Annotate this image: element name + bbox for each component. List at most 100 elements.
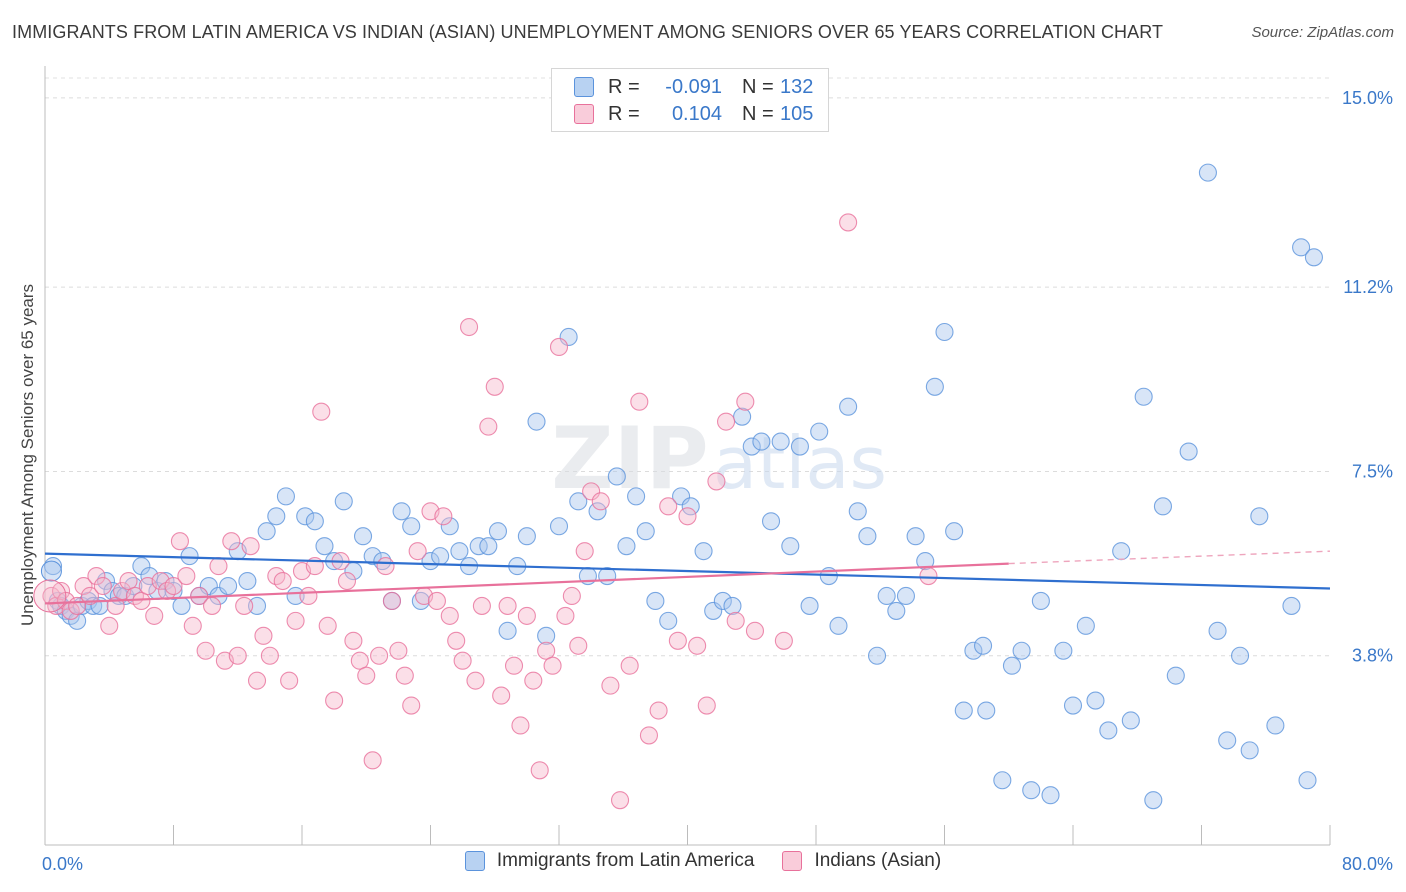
point-latin-america: [617, 537, 636, 556]
point-indians: [649, 701, 668, 720]
point-indians: [132, 591, 151, 611]
point-latin-america: [276, 487, 295, 506]
point-latin-america: [1121, 711, 1140, 730]
point-indians: [222, 532, 241, 551]
point-indians: [774, 631, 793, 650]
point-latin-america: [858, 527, 877, 546]
point-indians: [919, 567, 938, 586]
legend-swatch-blue: [464, 851, 485, 871]
point-latin-america: [694, 542, 713, 561]
point-indians: [591, 492, 610, 511]
point-latin-america: [839, 397, 858, 416]
point-latin-america: [945, 522, 964, 541]
point-latin-america: [867, 646, 887, 665]
trend-line-latin-america: [44, 552, 1331, 590]
point-indians: [688, 636, 707, 655]
point-latin-america: [488, 522, 508, 541]
point-indians: [344, 631, 363, 650]
point-latin-america: [993, 771, 1012, 790]
point-indians: [504, 656, 524, 675]
point-indians: [472, 596, 491, 615]
point-latin-america: [334, 492, 353, 511]
point-latin-america: [569, 492, 588, 511]
point-latin-america: [286, 586, 305, 606]
point-latin-america: [761, 512, 781, 531]
point-latin-america: [1292, 238, 1311, 257]
point-latin-america: [1240, 741, 1259, 760]
point-indians: [254, 626, 273, 645]
point-latin-america: [1063, 696, 1083, 715]
point-indians: [376, 557, 395, 576]
point-latin-america: [829, 616, 848, 635]
point-latin-america: [752, 432, 771, 451]
point-latin-america: [1134, 387, 1153, 406]
legend-n-value: 105: [780, 102, 814, 125]
point-latin-america: [672, 487, 691, 506]
point-indians: [196, 641, 215, 660]
point-indians: [318, 616, 337, 635]
point-latin-america: [1112, 542, 1131, 561]
point-latin-america: [723, 596, 742, 615]
point-latin-america: [296, 507, 315, 526]
y-tick-label: 3.8%: [1352, 646, 1393, 666]
point-indians: [241, 537, 260, 556]
legend-row-latin-america: R = -0.091 N = 132: [574, 74, 813, 100]
point-indians: [80, 586, 100, 606]
point-latin-america: [559, 327, 578, 347]
point-indians: [601, 676, 620, 695]
point-latin-america: [636, 522, 655, 541]
point-latin-america: [771, 432, 790, 451]
point-indians: [479, 417, 498, 436]
legend-row-indians: R = 0.104 N = 105: [574, 101, 813, 127]
point-latin-america: [906, 527, 925, 546]
point-indians: [119, 571, 138, 591]
point-latin-america: [267, 507, 286, 526]
point-indians: [363, 751, 382, 770]
point-latin-america: [373, 552, 392, 571]
legend-item-indians: Indians (Asian): [782, 850, 941, 872]
point-indians: [312, 402, 331, 421]
point-latin-america: [781, 537, 800, 556]
point-indians: [530, 761, 549, 780]
point-latin-america: [411, 591, 430, 611]
legend-n-label: N =: [742, 75, 774, 98]
point-latin-america: [733, 407, 752, 426]
point-latin-america: [305, 512, 324, 531]
legend-label: Indians (Asian): [814, 850, 942, 871]
point-indians: [408, 542, 427, 561]
chart-title: IMMIGRANTS FROM LATIN AMERICA VS INDIAN …: [12, 22, 1164, 42]
x-tick-label: 0.0%: [42, 854, 83, 874]
point-latin-america: [1166, 666, 1185, 685]
point-indians: [485, 377, 504, 396]
point-latin-america: [1144, 791, 1163, 810]
point-latin-america: [925, 377, 944, 396]
point-latin-america: [527, 412, 546, 431]
point-indians: [299, 586, 318, 606]
trend-line-indians-extension: [1008, 550, 1331, 565]
point-latin-america: [164, 581, 183, 601]
point-indians: [707, 472, 726, 491]
point-latin-america: [607, 467, 626, 486]
y-tick-label: 15.0%: [1342, 88, 1393, 108]
point-indians: [562, 586, 581, 606]
point-indians: [382, 591, 402, 611]
point-latin-america: [402, 517, 421, 536]
point-latin-america: [810, 422, 829, 441]
point-indians: [745, 621, 765, 640]
point-indians: [543, 656, 562, 675]
point-latin-america: [800, 596, 819, 615]
chart-source: Source: ZipAtlas.com: [1251, 24, 1394, 41]
point-latin-america: [588, 502, 607, 521]
point-latin-america: [247, 596, 267, 615]
point-indians: [839, 213, 858, 232]
point-latin-america: [1231, 646, 1250, 665]
point-indians: [556, 606, 575, 625]
point-latin-america: [1041, 786, 1060, 805]
point-indians: [639, 726, 659, 745]
point-indians: [389, 641, 408, 660]
point-latin-america: [896, 586, 916, 606]
point-indians: [357, 666, 376, 685]
point-indians: [370, 646, 389, 665]
point-latin-america: [1298, 771, 1317, 790]
point-indians: [537, 641, 556, 660]
